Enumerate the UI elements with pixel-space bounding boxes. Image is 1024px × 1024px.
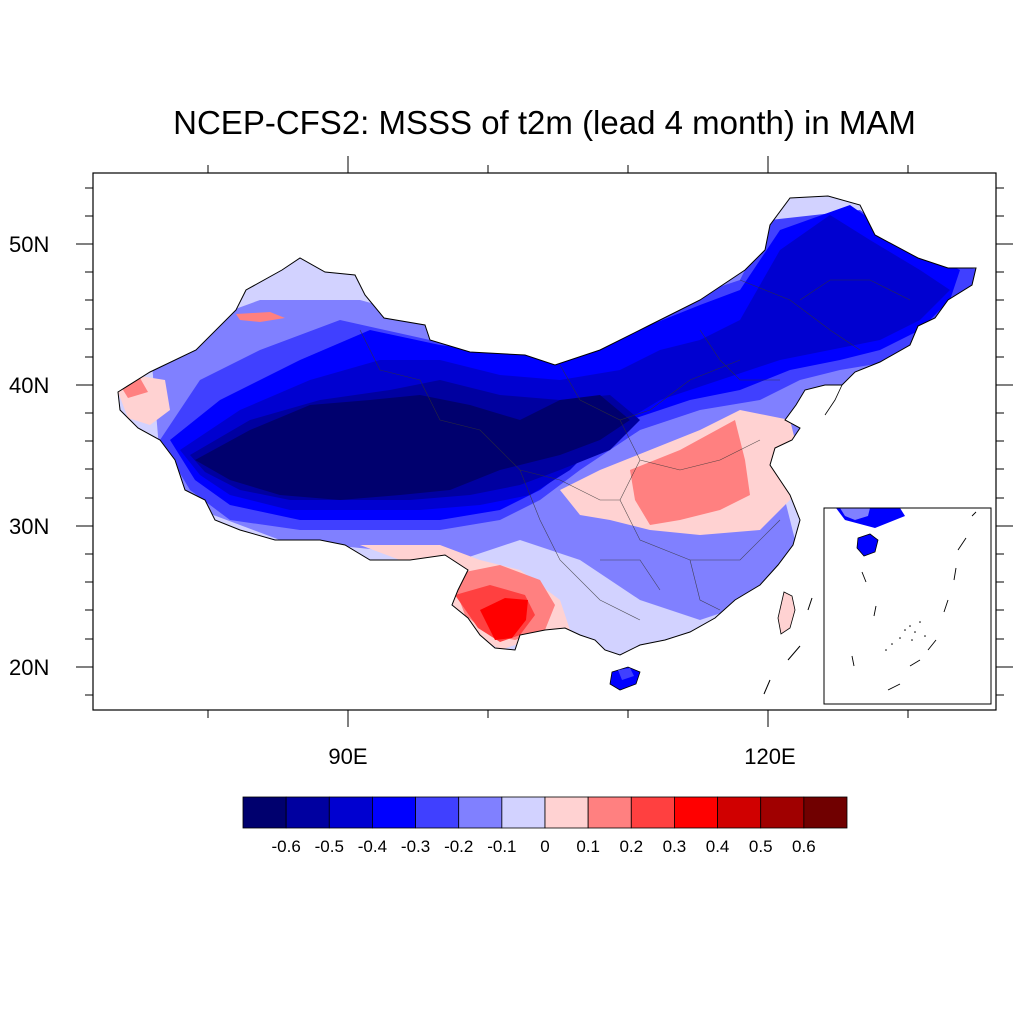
colorbar-swatch-10 bbox=[674, 796, 718, 829]
province-borders bbox=[359, 279, 911, 621]
y-tick-label-50n: 50N bbox=[9, 232, 49, 257]
colorbar-swatch-3 bbox=[372, 796, 416, 829]
colorbar-swatch-1 bbox=[285, 796, 330, 829]
colorbar-swatch-6 bbox=[501, 796, 546, 829]
colorbar-label-11: 0.5 bbox=[749, 837, 773, 856]
y-tick-label-20n: 20N bbox=[9, 655, 49, 680]
contour-minus-0.6 bbox=[195, 395, 630, 500]
colorbar-swatch-11 bbox=[717, 796, 762, 829]
colorbar-label-4: -0.2 bbox=[444, 837, 473, 856]
colorbar-swatch-0 bbox=[242, 796, 287, 829]
inset-frame bbox=[823, 507, 992, 705]
colorbar-label-7: 0.1 bbox=[576, 837, 600, 856]
contour-yunnan-0.3 bbox=[480, 598, 528, 640]
china-border bbox=[117, 195, 977, 656]
contour-plus-0.1 bbox=[630, 420, 750, 525]
colorbar-label-12: 0.6 bbox=[792, 837, 816, 856]
inset-background bbox=[824, 508, 991, 704]
colorbar-swatch-12 bbox=[760, 796, 805, 829]
colorbar: -0.6 -0.5 -0.4 -0.3 -0.2 -0.1 0 0.1 0.2 0.3 0.4 0.5… bbox=[242, 796, 848, 856]
inset-dots bbox=[885, 621, 926, 651]
y-tick-label-30n: 30N bbox=[9, 514, 49, 539]
axis-ticks bbox=[76, 156, 1013, 727]
x-tick-label-120e: 120E bbox=[744, 744, 795, 769]
y-tick-labels: 20N 30N 40N 50N bbox=[9, 232, 49, 680]
taiwan-island bbox=[777, 591, 796, 635]
inset-hainan bbox=[856, 533, 879, 557]
colorbar-swatch-9 bbox=[630, 796, 675, 829]
chart-title: NCEP-CFS2: MSSS of t2m (lead 4 month) in… bbox=[173, 104, 916, 141]
x-tick-labels: 90E 120E bbox=[328, 744, 795, 769]
colorbar-swatch-2 bbox=[328, 796, 373, 829]
colorbar-label-8: 0.2 bbox=[619, 837, 643, 856]
colorbar-swatch-8 bbox=[587, 796, 632, 829]
colorbar-label-3: -0.3 bbox=[401, 837, 430, 856]
colorbar-swatch-4 bbox=[415, 796, 460, 829]
colorbar-label-1: -0.5 bbox=[315, 837, 344, 856]
colorbar-swatch-13 bbox=[803, 796, 848, 829]
colorbar-label-10: 0.4 bbox=[706, 837, 730, 856]
y-tick-label-40n: 40N bbox=[9, 373, 49, 398]
outlying-islands bbox=[763, 597, 813, 695]
colorbar-label-5: -0.1 bbox=[487, 837, 516, 856]
colorbar-swatch-5 bbox=[458, 796, 503, 829]
contour-tianshan-spot bbox=[236, 312, 285, 322]
hainan-island-inner bbox=[618, 668, 634, 680]
colorbar-label-0: -0.6 bbox=[271, 837, 300, 856]
x-tick-label-90e: 90E bbox=[328, 744, 367, 769]
colorbar-swatch-7 bbox=[544, 796, 589, 829]
colorbar-label-9: 0.3 bbox=[663, 837, 687, 856]
inset-coast-contour-2 bbox=[840, 508, 870, 520]
colorbar-label-6: 0 bbox=[540, 837, 549, 856]
inset-islands bbox=[851, 511, 977, 691]
korea-peninsula-coast bbox=[824, 384, 843, 416]
inset-map bbox=[823, 507, 992, 705]
colorbar-label-2: -0.4 bbox=[358, 837, 387, 856]
